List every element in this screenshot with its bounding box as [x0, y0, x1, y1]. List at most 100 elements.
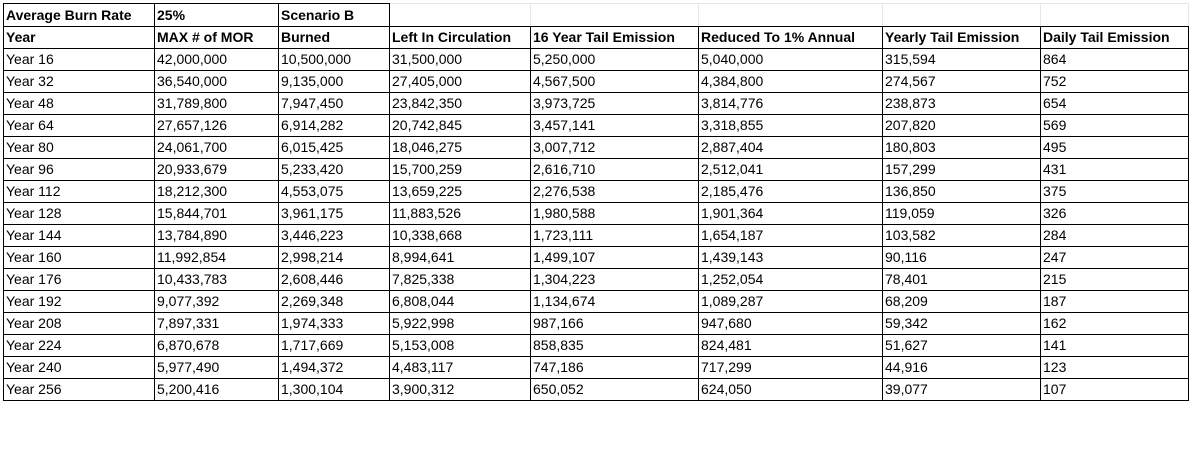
cell-daily-tail-emission[interactable]: 431 [1040, 158, 1189, 181]
cell-daily-tail-emission[interactable]: 107 [1040, 378, 1189, 401]
cell-yearly-tail-emission[interactable]: 207,820 [882, 114, 1041, 137]
cell-yearly-tail-emission[interactable]: 39,077 [882, 378, 1041, 401]
cell-max-mor[interactable]: 24,061,700 [154, 136, 279, 159]
header-reduced-to-1-percent[interactable]: Reduced To 1% Annual [698, 26, 883, 49]
cell-burned[interactable]: 3,446,223 [278, 224, 390, 247]
cell-year[interactable]: Year 176 [3, 268, 155, 291]
cell-max-mor[interactable]: 15,844,701 [154, 202, 279, 225]
cell-year[interactable]: Year 112 [3, 180, 155, 203]
cell-yearly-tail-emission[interactable]: 119,059 [882, 202, 1041, 225]
cell-left-in-circulation[interactable]: 6,808,044 [389, 290, 531, 313]
cell-left-in-circulation[interactable]: 4,483,117 [389, 356, 531, 379]
cell-left-in-circulation[interactable]: 31,500,000 [389, 48, 531, 71]
cell-burned[interactable]: 2,998,214 [278, 246, 390, 269]
cell-year[interactable]: Year 192 [3, 290, 155, 313]
cell-burned[interactable]: 10,500,000 [278, 48, 390, 71]
cell-year[interactable]: Year 128 [3, 202, 155, 225]
cell-16-year-tail-emission[interactable]: 3,007,712 [530, 136, 699, 159]
cell-year[interactable]: Year 80 [3, 136, 155, 159]
cell-year[interactable]: Year 32 [3, 70, 155, 93]
cell-max-mor[interactable]: 36,540,000 [154, 70, 279, 93]
cell-16-year-tail-emission[interactable]: 1,499,107 [530, 246, 699, 269]
empty-cell[interactable] [882, 3, 1041, 27]
cell-max-mor[interactable]: 18,212,300 [154, 180, 279, 203]
cell-max-mor[interactable]: 5,200,416 [154, 378, 279, 401]
cell-year[interactable]: Year 64 [3, 114, 155, 137]
cell-16-year-tail-emission[interactable]: 2,616,710 [530, 158, 699, 181]
cell-reduced-to-1-percent[interactable]: 1,654,187 [698, 224, 883, 247]
cell-burned[interactable]: 2,608,446 [278, 268, 390, 291]
cell-daily-tail-emission[interactable]: 326 [1040, 202, 1189, 225]
cell-16-year-tail-emission[interactable]: 3,973,725 [530, 92, 699, 115]
cell-max-mor[interactable]: 10,433,783 [154, 268, 279, 291]
cell-reduced-to-1-percent[interactable]: 717,299 [698, 356, 883, 379]
cell-left-in-circulation[interactable]: 10,338,668 [389, 224, 531, 247]
cell-daily-tail-emission[interactable]: 654 [1040, 92, 1189, 115]
cell-reduced-to-1-percent[interactable]: 2,512,041 [698, 158, 883, 181]
cell-left-in-circulation[interactable]: 8,994,641 [389, 246, 531, 269]
cell-16-year-tail-emission[interactable]: 858,835 [530, 334, 699, 357]
scenario-label[interactable]: Scenario B [278, 3, 390, 27]
cell-16-year-tail-emission[interactable]: 1,134,674 [530, 290, 699, 313]
empty-cell[interactable] [698, 3, 883, 27]
cell-16-year-tail-emission[interactable]: 987,166 [530, 312, 699, 335]
cell-reduced-to-1-percent[interactable]: 947,680 [698, 312, 883, 335]
cell-year[interactable]: Year 96 [3, 158, 155, 181]
empty-cell[interactable] [1040, 3, 1189, 27]
cell-daily-tail-emission[interactable]: 187 [1040, 290, 1189, 313]
cell-daily-tail-emission[interactable]: 752 [1040, 70, 1189, 93]
cell-reduced-to-1-percent[interactable]: 4,384,800 [698, 70, 883, 93]
cell-16-year-tail-emission[interactable]: 3,457,141 [530, 114, 699, 137]
header-daily-tail-emission[interactable]: Daily Tail Emission [1040, 26, 1189, 49]
cell-daily-tail-emission[interactable]: 569 [1040, 114, 1189, 137]
header-burned[interactable]: Burned [278, 26, 390, 49]
avg-burn-rate-value[interactable]: 25% [154, 3, 279, 27]
header-max-mor[interactable]: MAX # of MOR [154, 26, 279, 49]
cell-yearly-tail-emission[interactable]: 78,401 [882, 268, 1041, 291]
cell-max-mor[interactable]: 9,077,392 [154, 290, 279, 313]
cell-burned[interactable]: 6,015,425 [278, 136, 390, 159]
cell-left-in-circulation[interactable]: 13,659,225 [389, 180, 531, 203]
cell-year[interactable]: Year 208 [3, 312, 155, 335]
cell-left-in-circulation[interactable]: 20,742,845 [389, 114, 531, 137]
cell-yearly-tail-emission[interactable]: 238,873 [882, 92, 1041, 115]
cell-year[interactable]: Year 256 [3, 378, 155, 401]
cell-max-mor[interactable]: 11,992,854 [154, 246, 279, 269]
cell-burned[interactable]: 3,961,175 [278, 202, 390, 225]
cell-reduced-to-1-percent[interactable]: 3,814,776 [698, 92, 883, 115]
cell-daily-tail-emission[interactable]: 141 [1040, 334, 1189, 357]
cell-year[interactable]: Year 144 [3, 224, 155, 247]
cell-yearly-tail-emission[interactable]: 157,299 [882, 158, 1041, 181]
cell-burned[interactable]: 7,947,450 [278, 92, 390, 115]
cell-yearly-tail-emission[interactable]: 44,916 [882, 356, 1041, 379]
cell-left-in-circulation[interactable]: 15,700,259 [389, 158, 531, 181]
cell-left-in-circulation[interactable]: 3,900,312 [389, 378, 531, 401]
cell-burned[interactable]: 1,494,372 [278, 356, 390, 379]
cell-reduced-to-1-percent[interactable]: 824,481 [698, 334, 883, 357]
cell-reduced-to-1-percent[interactable]: 1,439,143 [698, 246, 883, 269]
cell-16-year-tail-emission[interactable]: 1,723,111 [530, 224, 699, 247]
cell-burned[interactable]: 9,135,000 [278, 70, 390, 93]
cell-yearly-tail-emission[interactable]: 136,850 [882, 180, 1041, 203]
cell-reduced-to-1-percent[interactable]: 624,050 [698, 378, 883, 401]
cell-left-in-circulation[interactable]: 5,922,998 [389, 312, 531, 335]
cell-16-year-tail-emission[interactable]: 1,980,588 [530, 202, 699, 225]
cell-max-mor[interactable]: 20,933,679 [154, 158, 279, 181]
cell-burned[interactable]: 1,300,104 [278, 378, 390, 401]
cell-daily-tail-emission[interactable]: 123 [1040, 356, 1189, 379]
cell-year[interactable]: Year 224 [3, 334, 155, 357]
cell-16-year-tail-emission[interactable]: 4,567,500 [530, 70, 699, 93]
cell-reduced-to-1-percent[interactable]: 1,252,054 [698, 268, 883, 291]
cell-burned[interactable]: 1,717,669 [278, 334, 390, 357]
cell-left-in-circulation[interactable]: 11,883,526 [389, 202, 531, 225]
header-16-year-tail-emission[interactable]: 16 Year Tail Emission [530, 26, 699, 49]
cell-daily-tail-emission[interactable]: 247 [1040, 246, 1189, 269]
cell-16-year-tail-emission[interactable]: 650,052 [530, 378, 699, 401]
cell-max-mor[interactable]: 42,000,000 [154, 48, 279, 71]
cell-16-year-tail-emission[interactable]: 2,276,538 [530, 180, 699, 203]
cell-yearly-tail-emission[interactable]: 51,627 [882, 334, 1041, 357]
cell-max-mor[interactable]: 13,784,890 [154, 224, 279, 247]
cell-daily-tail-emission[interactable]: 375 [1040, 180, 1189, 203]
cell-max-mor[interactable]: 6,870,678 [154, 334, 279, 357]
cell-left-in-circulation[interactable]: 23,842,350 [389, 92, 531, 115]
